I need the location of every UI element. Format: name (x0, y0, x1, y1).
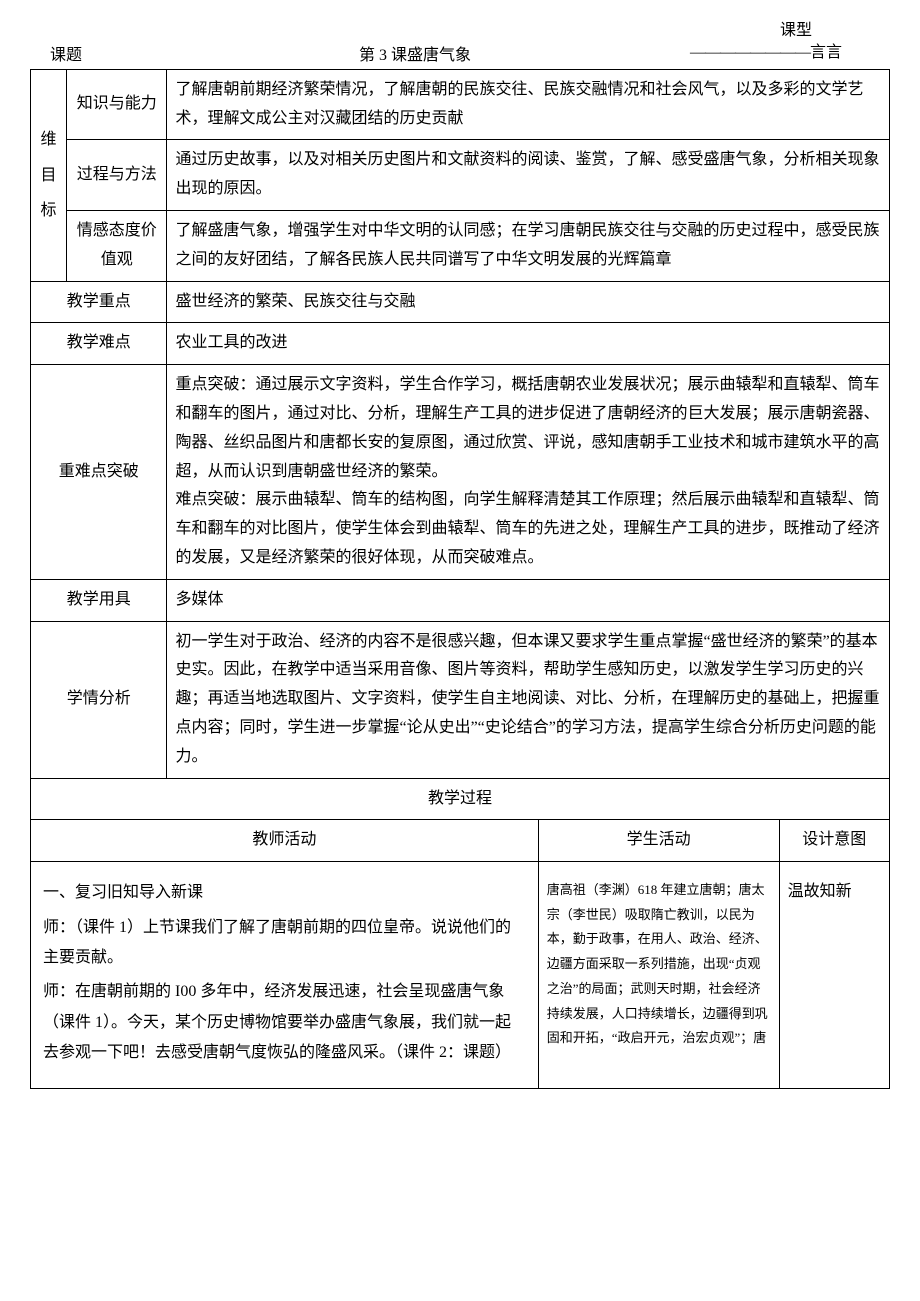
teacher-para-0: 一、复习旧知导入新课 (43, 878, 526, 908)
header-right-top: 课型 (690, 20, 890, 42)
row2-2-content: 重点突破：通过展示文字资料，学生合作学习，概括唐朝农业发展状况；展示曲辕犁和直辕… (167, 365, 890, 580)
design-intent-cell: 温故知新 (779, 862, 889, 1089)
row2-1-label: 教学难点 (31, 323, 167, 365)
row2-3-label: 教学用具 (31, 579, 167, 621)
header-left-label: 课题 (30, 41, 140, 65)
header-row: 课题 第 3 课盛唐气象 课型 ————————言言 (30, 20, 890, 65)
header-right-bottom: ————————言言 (690, 42, 890, 64)
teacher-para-1: 师：（课件 1）上节课我们了解了唐朝前期的四位皇帝。说说他们的主要贡献。 (43, 913, 526, 974)
process-section-title: 教学过程 (31, 778, 890, 820)
obj-row-1-label: 过程与方法 (67, 140, 167, 211)
lesson-plan-table: 维目标 知识与能力 了解唐朝前期经济繁荣情况，了解唐朝的民族交往、民族交融情况和… (30, 69, 890, 1090)
row2-3-content: 多媒体 (167, 579, 890, 621)
row2-0-content: 盛世经济的繁荣、民族交往与交融 (167, 281, 890, 323)
objectives-vert-label: 维目标 (31, 69, 67, 281)
row2-2-label: 重难点突破 (31, 365, 167, 580)
header-right-suffix: 言言 (810, 44, 842, 61)
obj-row-2-content: 了解盛唐气象，增强学生对中华文明的认同感；在学习唐朝民族交往与交融的历史过程中，… (167, 210, 890, 281)
header-dash: ———————— (690, 44, 810, 61)
row2-4-label: 学情分析 (31, 621, 167, 778)
header-title: 第 3 课盛唐气象 (140, 41, 690, 65)
process-header-teacher: 教师活动 (31, 820, 539, 862)
row2-0-label: 教学重点 (31, 281, 167, 323)
student-activity-cell: 唐高祖（李渊）618 年建立唐朝；唐太宗（李世民）吸取隋亡教训，以民为本，勤于政… (538, 862, 779, 1089)
teacher-para-2: 师：在唐朝前期的 I00 多年中，经济发展迅速，社会呈现盛唐气象（课件 1）。今… (43, 977, 526, 1068)
obj-row-2-label: 情感态度价值观 (67, 210, 167, 281)
obj-row-0-content: 了解唐朝前期经济繁荣情况，了解唐朝的民族交往、民族交融情况和社会风气，以及多彩的… (167, 69, 890, 140)
row2-4-content: 初一学生对于政治、经济的内容不是很感兴趣，但本课又要求学生重点掌握“盛世经济的繁… (167, 621, 890, 778)
obj-row-0-label: 知识与能力 (67, 69, 167, 140)
teacher-activity-cell: 一、复习旧知导入新课 师：（课件 1）上节课我们了解了唐朝前期的四位皇帝。说说他… (31, 862, 539, 1089)
header-right: 课型 ————————言言 (690, 20, 890, 65)
row2-1-content: 农业工具的改进 (167, 323, 890, 365)
process-header-design: 设计意图 (779, 820, 889, 862)
obj-row-1-content: 通过历史故事，以及对相关历史图片和文献资料的阅读、鉴赏，了解、感受盛唐气象，分析… (167, 140, 890, 211)
process-header-student: 学生活动 (538, 820, 779, 862)
